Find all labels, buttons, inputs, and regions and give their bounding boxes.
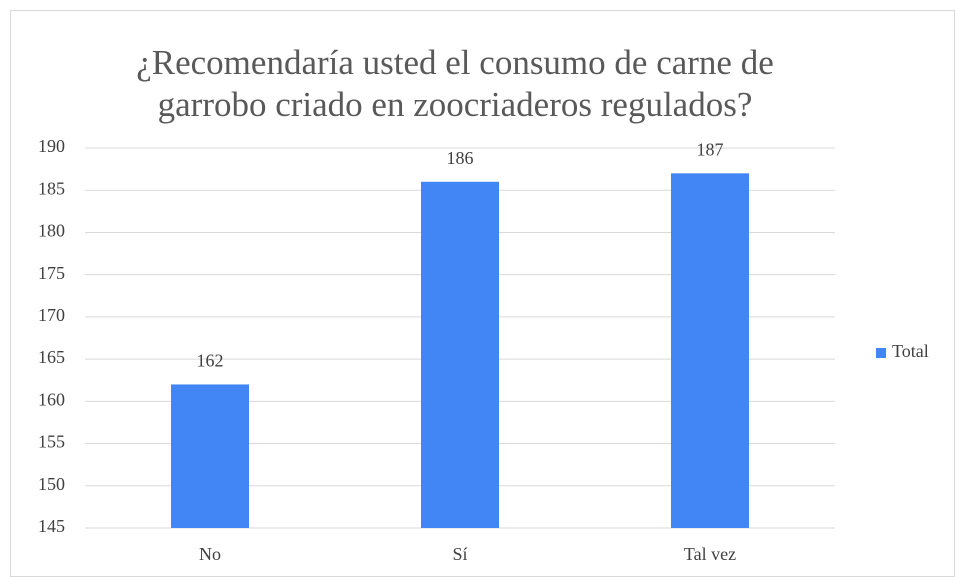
data-label: 162 (197, 351, 224, 371)
y-tick-label: 170 (38, 305, 65, 325)
bar (421, 181, 499, 528)
y-tick-label: 175 (38, 263, 65, 283)
y-tick-label: 185 (38, 178, 65, 198)
chart-title: ¿Recomendaría usted el consumo de carne … (136, 43, 774, 124)
y-tick-label: 150 (38, 474, 65, 494)
y-tick-label: 155 (38, 432, 65, 452)
x-tick-label: No (199, 544, 221, 564)
y-tick-label: 160 (38, 389, 65, 409)
data-label: 186 (447, 148, 474, 168)
y-tick-label: 145 (38, 516, 65, 536)
y-tick-label: 190 (38, 136, 65, 156)
bar (671, 173, 749, 529)
legend-label: Total (892, 341, 929, 361)
data-label: 187 (697, 139, 724, 159)
bar (171, 384, 249, 528)
legend-swatch (876, 348, 886, 358)
x-tick-label: Tal vez (684, 544, 736, 564)
y-tick-label: 180 (38, 221, 65, 241)
x-tick-label: Sí (452, 544, 467, 564)
y-tick-label: 165 (38, 347, 65, 367)
